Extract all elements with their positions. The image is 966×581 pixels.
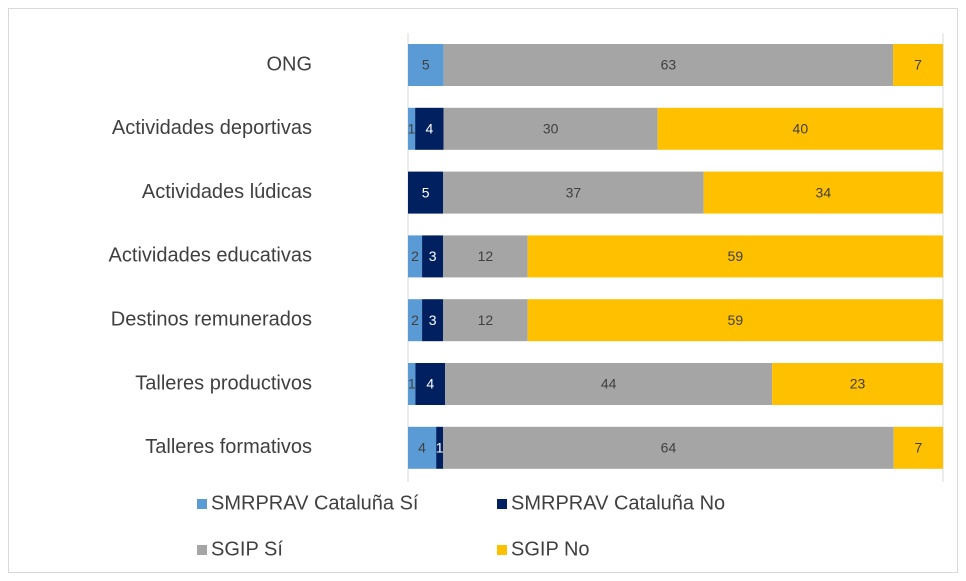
- bar-segment: [408, 44, 444, 86]
- category-label: Talleres formativos: [145, 436, 312, 458]
- data-label: 3: [429, 248, 437, 264]
- bar-segment: [443, 107, 658, 150]
- bar-segment: [415, 107, 444, 150]
- data-label: 4: [418, 440, 426, 456]
- category-label: Actividades educativas: [109, 245, 312, 267]
- bar-segment: [408, 235, 423, 278]
- bar-segment: [443, 235, 528, 278]
- bar-segment: [408, 426, 437, 469]
- data-label: 4: [426, 121, 434, 137]
- bar-segment: [443, 171, 704, 214]
- data-label: 12: [478, 312, 494, 328]
- bar-segment: [422, 299, 444, 342]
- legend-swatch: [497, 545, 507, 555]
- bar-segment: [703, 171, 943, 214]
- category-label: Talleres productivos: [135, 372, 312, 394]
- data-label: 2: [411, 312, 419, 328]
- bar-segment: [527, 235, 943, 278]
- data-label: 1: [436, 440, 444, 456]
- legend-swatch: [197, 545, 207, 555]
- data-label: 34: [816, 184, 832, 200]
- data-label: 1: [408, 376, 416, 392]
- category-label: Destinos remunerados: [111, 308, 312, 330]
- bar-segment: [657, 107, 943, 150]
- data-label: 44: [601, 376, 617, 392]
- bar-segment: [772, 363, 943, 405]
- data-label: 59: [728, 312, 744, 328]
- bar-segment: [408, 299, 423, 342]
- legend-label: SMRPRAV Cataluña No: [511, 492, 725, 514]
- bar-segment: [408, 363, 416, 405]
- data-label: 40: [793, 121, 809, 137]
- bar-segment: [445, 363, 773, 405]
- data-label: 30: [543, 121, 559, 137]
- data-label: 64: [661, 440, 677, 456]
- bar-segment: [893, 426, 943, 469]
- legend-swatch: [197, 499, 207, 509]
- bar-segment: [422, 235, 444, 278]
- data-label: 37: [566, 184, 582, 200]
- bar-segment: [893, 44, 943, 86]
- chart-border: [8, 8, 958, 573]
- bar-segment: [408, 171, 444, 214]
- legend-label: SGIP No: [511, 538, 590, 560]
- data-label: 4: [426, 376, 434, 392]
- data-label: 2: [411, 248, 419, 264]
- data-label: 5: [422, 184, 430, 200]
- bar-segment: [436, 426, 444, 469]
- data-label: 59: [728, 248, 744, 264]
- data-label: 3: [429, 312, 437, 328]
- data-label: 7: [914, 57, 922, 73]
- bar-segment: [443, 44, 894, 86]
- data-label: 1: [408, 121, 416, 137]
- bar-segment: [527, 299, 943, 342]
- data-label: 7: [914, 440, 922, 456]
- data-label: 23: [850, 376, 866, 392]
- bar-segment: [415, 363, 446, 405]
- category-label: Actividades deportivas: [112, 117, 312, 139]
- legend-swatch: [497, 499, 507, 509]
- data-label: 63: [661, 57, 677, 73]
- legend-label: SMRPRAV Cataluña Sí: [211, 492, 419, 514]
- category-label: Actividades lúdicas: [142, 181, 312, 203]
- bar-segment: [443, 299, 528, 342]
- bar-segment: [408, 107, 416, 150]
- legend-label: SGIP Sí: [211, 538, 283, 560]
- data-label: 5: [422, 57, 430, 73]
- category-label: ONG: [266, 53, 312, 75]
- bar-segment: [443, 426, 894, 469]
- data-label: 12: [478, 248, 494, 264]
